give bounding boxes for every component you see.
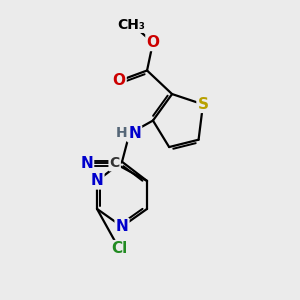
Text: N: N: [91, 173, 103, 188]
Text: S: S: [197, 97, 208, 112]
Text: O: O: [146, 35, 159, 50]
Text: Cl: Cl: [111, 241, 127, 256]
Text: CH₃: CH₃: [117, 18, 145, 32]
Text: N: N: [128, 126, 141, 141]
Text: N: N: [80, 156, 93, 171]
Text: C: C: [110, 156, 120, 170]
Text: N: N: [116, 219, 128, 234]
Text: O: O: [112, 73, 126, 88]
Text: H: H: [115, 126, 127, 140]
